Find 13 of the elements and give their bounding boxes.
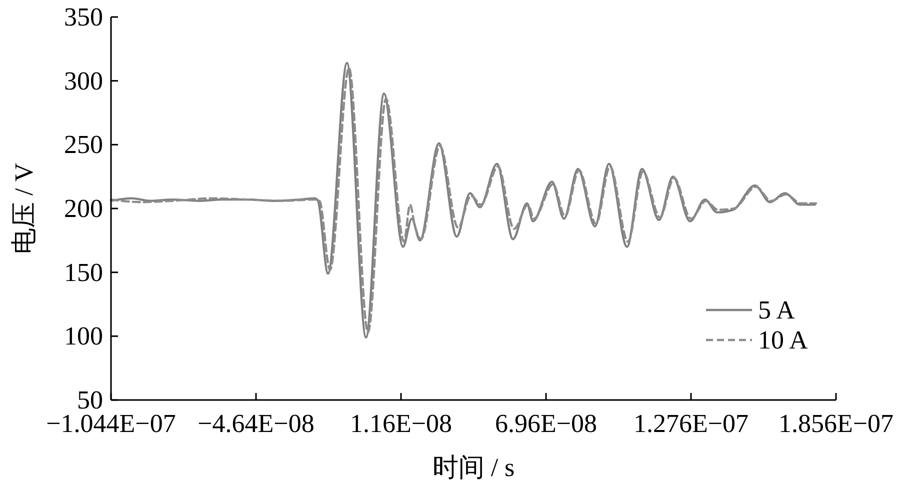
x-tick-label: 1.856E−07 <box>778 409 894 438</box>
x-tick-label: −4.64E−08 <box>198 409 314 438</box>
y-tick-label: 250 <box>64 130 103 160</box>
legend-label: 5 A <box>758 296 796 324</box>
y-tick-label: 150 <box>64 258 103 287</box>
y-tick-label: 100 <box>64 322 103 351</box>
y-tick-label: 300 <box>64 66 103 96</box>
x-tick-label: 6.96E−08 <box>494 409 598 438</box>
y-tick-label: 350 <box>64 2 103 32</box>
legend-label: 10 A <box>758 326 808 354</box>
x-tick-label: 1.276E−07 <box>633 409 749 438</box>
y-tick-label: 200 <box>64 194 103 223</box>
x-tick-label: 1.16E−08 <box>350 409 452 438</box>
